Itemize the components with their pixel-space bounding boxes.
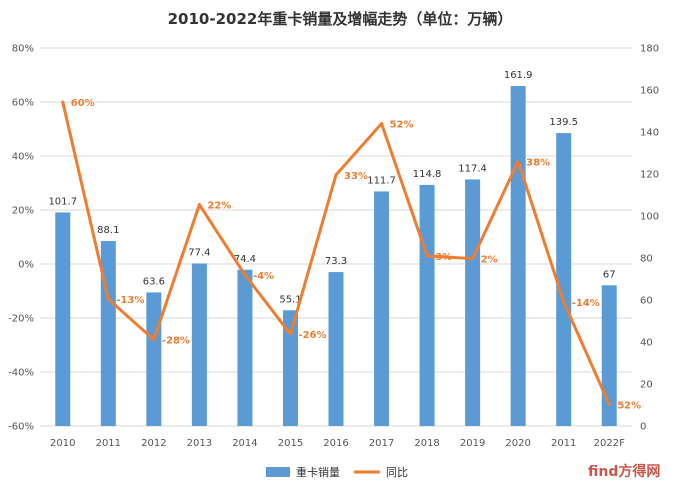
line-value-label: 3% [435, 252, 452, 263]
right-axis-ticks: 0 20 40 60 80 100 120 140 160 180 [640, 44, 659, 433]
bar-value-label: 101.7 [48, 196, 77, 207]
line-value-label: 60% [71, 98, 95, 109]
bar-value-label: 77.4 [188, 247, 210, 258]
left-tick-label: -20% [8, 314, 34, 325]
line-point [425, 254, 429, 258]
right-tick-label: 180 [640, 44, 659, 55]
x-tick-label: 2014 [232, 438, 257, 449]
line-point [562, 300, 566, 304]
right-tick-label: 20 [640, 380, 653, 391]
legend-bar-swatch [266, 467, 290, 477]
right-tick-label: 100 [640, 212, 659, 223]
right-tick-label: 60 [640, 296, 653, 307]
bar-value-label: 161.9 [504, 70, 533, 81]
bar [510, 86, 526, 426]
right-tick-label: 80 [640, 254, 653, 265]
left-tick-label: 0% [18, 260, 34, 271]
x-tick-label: 2018 [414, 438, 439, 449]
line-value-label: 52% [617, 400, 641, 411]
line-value-label: 38% [526, 157, 550, 168]
line-point [243, 273, 247, 277]
bar-value-label: 63.6 [143, 276, 165, 287]
line-point [516, 159, 520, 163]
right-tick-label: 120 [640, 170, 659, 181]
x-tick-label: 2013 [187, 438, 212, 449]
line-value-label: 22% [207, 201, 231, 212]
bar [601, 285, 617, 426]
left-tick-label: 40% [12, 152, 34, 163]
bar [282, 310, 298, 426]
line-point [106, 297, 110, 301]
line-series [61, 100, 611, 406]
bar [55, 212, 71, 426]
bar [465, 179, 481, 426]
left-axis-ticks: -60% -40% -20% 0% 20% 40% 60% 80% [8, 44, 34, 433]
x-tick-label: 2011 [551, 438, 576, 449]
chart-title: 2010-2022年重卡销量及增幅走势（单位：万辆） [168, 10, 513, 28]
bar-value-label: 74.4 [234, 254, 256, 265]
bar-value-label: 55.1 [279, 294, 301, 305]
left-tick-label: 20% [12, 206, 34, 217]
line-value-label: -13% [116, 295, 144, 306]
line-value-label: -14% [572, 298, 600, 309]
right-tick-label: 0 [640, 422, 646, 433]
bar [419, 184, 435, 426]
bar [374, 191, 390, 426]
line-value-label: 33% [344, 171, 368, 182]
line-point [607, 402, 611, 406]
right-tick-label: 140 [640, 128, 659, 139]
x-axis-ticks: 2010 2011 2012 2013 2014 2015 2016 2017 2018 2019… [50, 438, 625, 449]
bar [237, 269, 253, 426]
bar-value-label: 111.7 [367, 175, 396, 186]
legend-line-label: 同比 [386, 466, 408, 479]
bar-value-label: 139.5 [549, 117, 578, 128]
x-tick-label: 2019 [460, 438, 485, 449]
bar [191, 263, 207, 426]
right-tick-label: 160 [640, 86, 659, 97]
x-tick-label: 2012 [141, 438, 166, 449]
x-tick-label: 2015 [278, 438, 303, 449]
line-point [380, 122, 384, 126]
legend: 重卡销量 同比 [266, 465, 408, 479]
watermark-logo: find方得网 [588, 463, 660, 480]
line-point [152, 338, 156, 342]
line-point [471, 257, 475, 261]
x-tick-label: 2022F [594, 438, 625, 449]
line-point [61, 100, 65, 104]
bar-value-label: 88.1 [97, 225, 119, 236]
left-tick-label: -40% [8, 368, 34, 379]
bar-value-label: 73.3 [325, 256, 347, 267]
bar [100, 240, 116, 426]
bar [146, 292, 162, 426]
line-point [288, 332, 292, 336]
bar [328, 272, 344, 426]
line-value-label: 2% [481, 255, 498, 266]
bar [556, 133, 572, 427]
x-tick-label: 2017 [369, 438, 394, 449]
line-value-labels: 60% -13% -28% 22% -4% -26% 33% 52% 3% 2% 38% -14% 52… [71, 98, 641, 411]
bar-value-label: 117.4 [458, 163, 487, 174]
line-value-label: -26% [298, 330, 326, 341]
line-point [197, 203, 201, 207]
x-tick-label: 2011 [96, 438, 121, 449]
x-tick-label: 2020 [505, 438, 530, 449]
line-value-label: -28% [162, 336, 190, 347]
line-value-label: -4% [253, 271, 274, 282]
x-tick-label: 2016 [323, 438, 348, 449]
left-tick-label: 80% [12, 44, 34, 55]
left-tick-label: 60% [12, 98, 34, 109]
line-point [334, 173, 338, 177]
right-tick-label: 40 [640, 338, 653, 349]
bar-value-label: 67 [603, 269, 616, 280]
bar-value-labels: 101.7 88.1 63.6 77.4 74.4 55.1 73.3 111.7 114.8 1… [48, 70, 615, 305]
legend-bar-label: 重卡销量 [296, 465, 340, 479]
bar-value-label: 114.8 [413, 169, 442, 180]
x-tick-label: 2010 [50, 438, 75, 449]
left-tick-label: -60% [8, 422, 34, 433]
line-value-label: 52% [390, 120, 414, 131]
